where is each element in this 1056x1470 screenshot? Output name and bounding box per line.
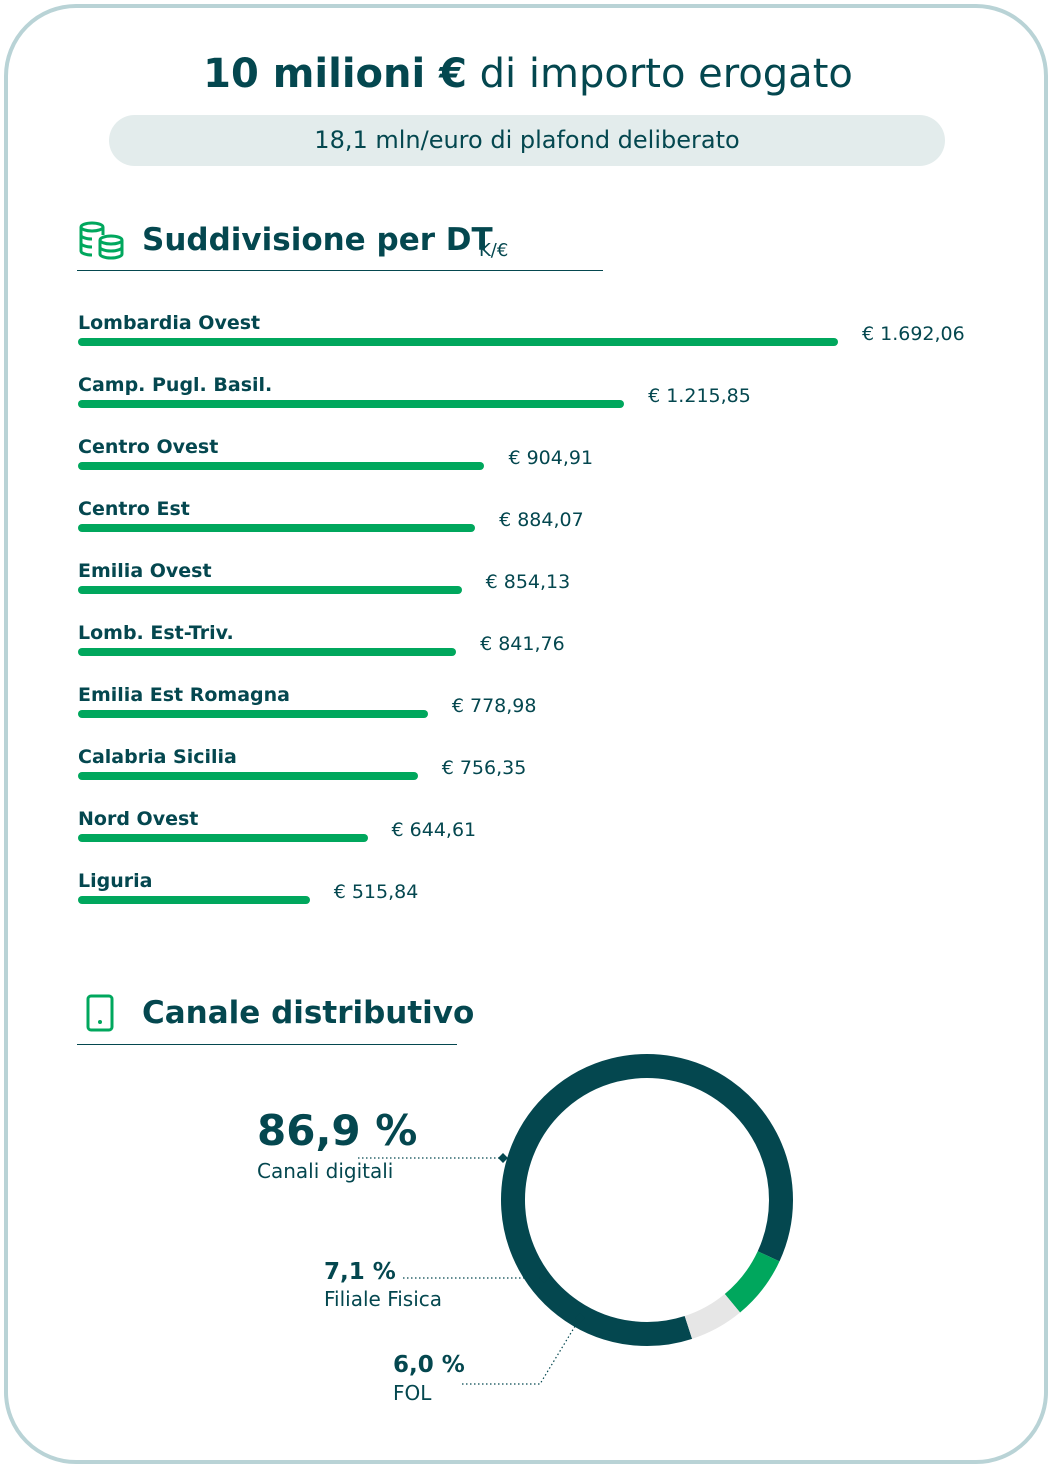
bar-value-label: € 854,13: [485, 571, 571, 593]
bar-label: Calabria Sicilia: [78, 746, 237, 768]
pct-branch: 7,1 %: [324, 1259, 396, 1285]
bar: [78, 400, 625, 408]
headline-strong: 10 milioni €: [203, 51, 467, 97]
bar: [78, 462, 485, 470]
bar-value-label: € 644,61: [391, 819, 477, 841]
bar-value-label: € 515,84: [333, 881, 419, 903]
donut-slice: [724, 1250, 780, 1313]
leader-marker: [498, 1153, 508, 1163]
label-branch: Filiale Fisica: [324, 1287, 443, 1311]
section-title-channel: Canale distributivo: [142, 995, 475, 1031]
bar-value-label: € 778,98: [451, 695, 537, 717]
label-digital: Canali digitali: [257, 1159, 394, 1183]
leader-line-fol: [462, 1317, 581, 1385]
bar: [78, 896, 310, 904]
bar-label: Liguria: [78, 870, 153, 892]
bar-label: Camp. Pugl. Basil.: [78, 374, 273, 396]
bar: [78, 772, 418, 780]
bar-value-label: € 841,76: [480, 633, 565, 655]
headline-rest: di importo erogato: [466, 51, 853, 97]
bar: [78, 648, 457, 656]
bar-value-label: € 1.692,06: [862, 323, 965, 345]
unit-label: K/€: [479, 240, 509, 261]
leader-marker: [575, 1313, 585, 1323]
section-divider: [77, 270, 603, 271]
donut-slice: [684, 1293, 741, 1339]
bar-value-label: € 904,91: [508, 447, 594, 469]
bar: [78, 834, 368, 842]
bar-label: Lomb. Est-Triv.: [78, 622, 234, 644]
donut-slice: [501, 1054, 793, 1346]
bar-label: Centro Ovest: [78, 436, 219, 458]
bar: [78, 586, 462, 594]
bar: [78, 524, 476, 532]
smartphone-icon: [86, 994, 114, 1032]
leader-marker: [539, 1273, 549, 1283]
bar-label: Lombardia Ovest: [78, 312, 261, 334]
subtitle-pill: 18,1 mln/euro di plafond deliberato: [109, 115, 945, 166]
section-divider: [77, 1044, 457, 1045]
bar-label: Nord Ovest: [78, 808, 199, 830]
bar-label: Emilia Ovest: [78, 560, 212, 582]
section-title-dt: Suddivisione per DT: [142, 222, 493, 258]
bar-value-label: € 884,07: [499, 509, 584, 531]
bar: [78, 338, 838, 346]
pct-digital: 86,9 %: [257, 1106, 418, 1155]
pct-fol: 6,0 %: [393, 1352, 465, 1378]
bar-label: Centro Est: [78, 498, 190, 520]
headline: 10 milioni € di importo erogato: [0, 46, 1056, 102]
bar-label: Emilia Est Romagna: [78, 684, 290, 706]
bar: [78, 710, 428, 718]
bar-value-label: € 1.215,85: [648, 385, 751, 407]
bar-value-label: € 756,35: [441, 757, 527, 779]
coins-icon: [79, 221, 124, 260]
label-fol: FOL: [393, 1381, 432, 1405]
